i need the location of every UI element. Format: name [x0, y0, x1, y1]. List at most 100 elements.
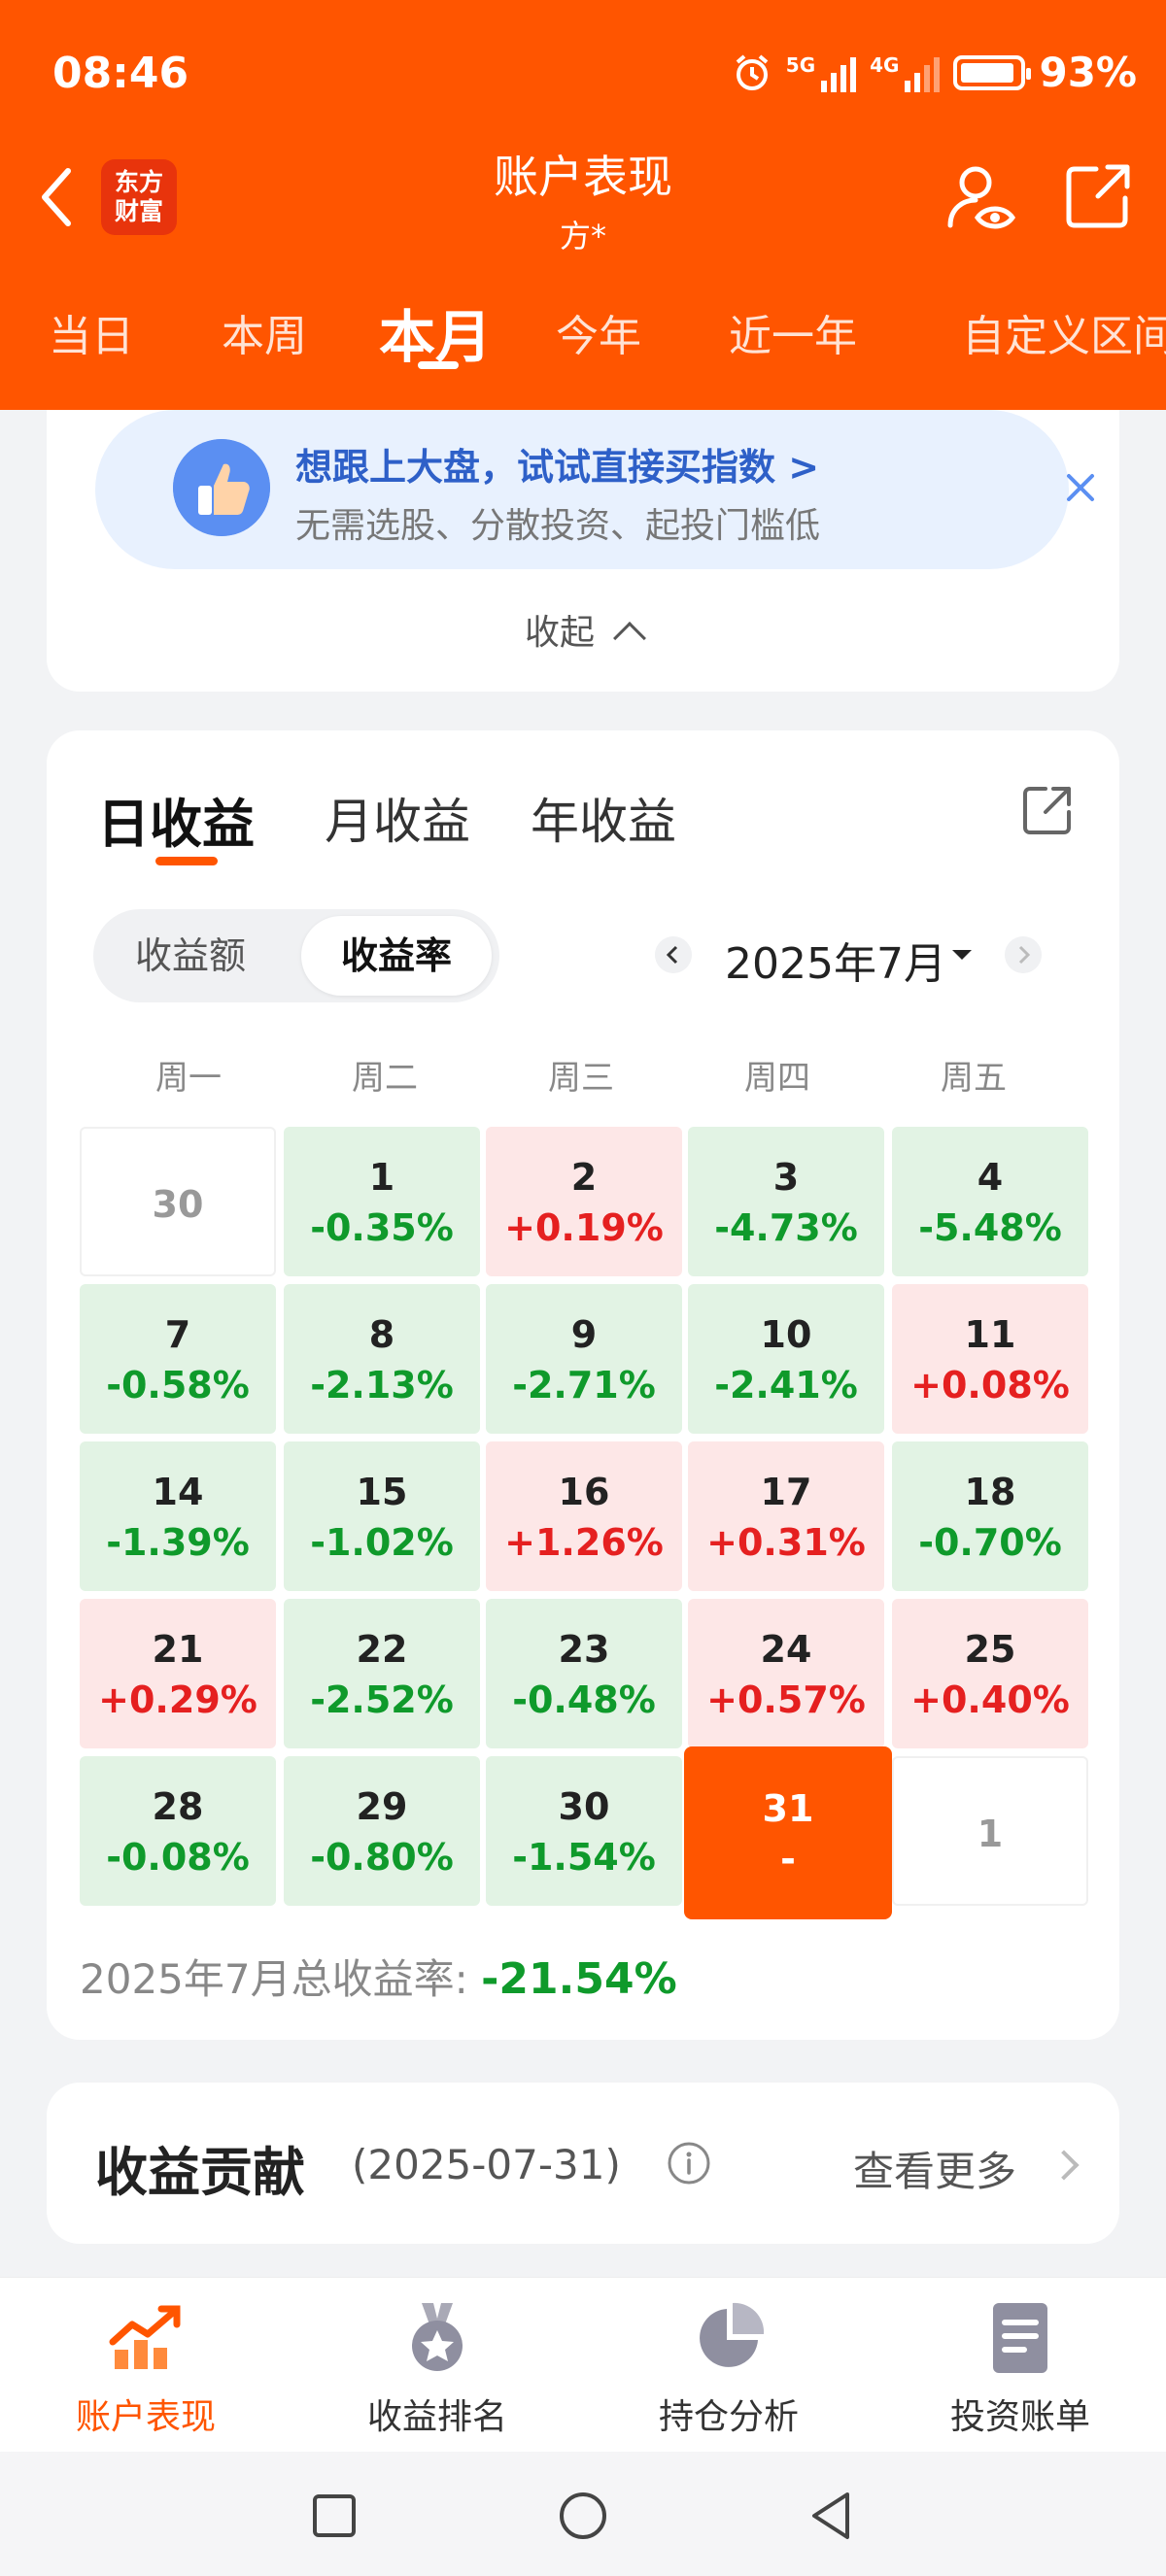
bill-icon	[993, 2303, 1047, 2373]
promo-card: 想跟上大盘，试试直接买指数 > 无需选股、分散投资、起投门槛低 收起	[47, 410, 1119, 692]
view-more-link[interactable]: 查看更多	[853, 2148, 1017, 2195]
recents-button[interactable]	[307, 2489, 361, 2543]
day-return-rate: -2.52%	[310, 1678, 454, 1721]
calendar-day-today[interactable]: 31 -	[684, 1746, 892, 1919]
pie-chart-icon	[700, 2302, 765, 2367]
day-return-rate: -5.48%	[918, 1206, 1062, 1249]
system-back-button[interactable]	[805, 2489, 859, 2543]
calendar-day[interactable]: 17 +0.31%	[688, 1441, 884, 1591]
calendar-day[interactable]: 30 -1.54%	[486, 1756, 682, 1906]
tab-yearly-returns[interactable]: 年收益	[531, 794, 676, 850]
calendar-day[interactable]: 16 +1.26%	[486, 1441, 682, 1591]
day-number: 21	[152, 1628, 204, 1671]
monthly-total-return: 2025年7月总收益率: -21.54%	[80, 1947, 677, 2006]
tab-this-week[interactable]: 本周	[222, 312, 307, 361]
contribution-title: 收益贡献	[95, 2142, 305, 2203]
nav-label: 投资账单	[949, 2397, 1090, 2437]
chevron-right-icon	[1048, 2150, 1080, 2181]
home-button[interactable]	[556, 2489, 610, 2543]
calendar-day[interactable]: 11 +0.08%	[892, 1284, 1088, 1434]
calendar-day: 30	[80, 1127, 276, 1276]
day-number: 30	[558, 1785, 610, 1828]
day-number: 18	[964, 1471, 1016, 1513]
info-icon[interactable]	[667, 2141, 711, 2186]
tab-last-year[interactable]: 近一年	[729, 312, 857, 361]
calendar-day[interactable]: 8 -2.13%	[284, 1284, 480, 1434]
day-return-rate: +0.40%	[910, 1678, 1070, 1721]
app-header: 08:46 5G 4G 93% 东方 财富 账户表现 方*	[0, 0, 1166, 410]
calendar-day[interactable]: 3 -4.73%	[688, 1127, 884, 1276]
day-number: 29	[356, 1785, 408, 1828]
day-number: 30	[152, 1183, 204, 1226]
nav-holdings-analysis[interactable]: 持仓分析	[583, 2299, 874, 2439]
tab-monthly-returns[interactable]: 月收益	[325, 794, 470, 850]
period-tabs: 当日 本周 本月 今年 近一年 自定义区间	[0, 291, 1166, 379]
promo-title: 想跟上大盘，试试直接买指数 >	[295, 446, 820, 489]
calendar-day[interactable]: 1 -0.35%	[284, 1127, 480, 1276]
day-return-rate: -1.39%	[106, 1521, 250, 1564]
close-icon[interactable]	[1063, 470, 1098, 505]
calendar-day[interactable]: 10 -2.41%	[688, 1284, 884, 1434]
share-icon[interactable]	[1061, 159, 1135, 233]
calendar-day[interactable]: 7 -0.58%	[80, 1284, 276, 1434]
medal-icon	[412, 2303, 463, 2371]
day-return-rate: +0.08%	[910, 1364, 1070, 1407]
total-value: -21.54%	[481, 1954, 677, 2004]
day-number: 8	[368, 1313, 395, 1356]
tab-this-month[interactable]: 本月	[379, 304, 493, 370]
trend-chart-icon	[109, 2305, 181, 2369]
calendar-day[interactable]: 23 -0.48%	[486, 1599, 682, 1748]
profile-privacy-icon[interactable]	[944, 161, 1018, 235]
month-selector[interactable]: 2025年7月	[725, 939, 946, 989]
caret-down-icon	[952, 950, 972, 960]
calendar-day: 1	[892, 1756, 1088, 1906]
day-return-rate: -1.54%	[512, 1836, 656, 1879]
calendar-day[interactable]: 22 -2.52%	[284, 1599, 480, 1748]
tab-custom-range[interactable]: 自定义区间	[962, 312, 1166, 361]
tab-this-year[interactable]: 今年	[556, 312, 641, 361]
day-number: 9	[570, 1313, 598, 1356]
calendar-day[interactable]: 29 -0.80%	[284, 1756, 480, 1906]
toggle-return-amount[interactable]: 收益额	[134, 934, 246, 977]
day-return-rate: -0.08%	[106, 1836, 250, 1879]
calendar-day[interactable]: 14 -1.39%	[80, 1441, 276, 1591]
calendar-day[interactable]: 2 +0.19%	[486, 1127, 682, 1276]
alarm-icon	[736, 53, 769, 90]
calendar-day[interactable]: 18 -0.70%	[892, 1441, 1088, 1591]
day-return-rate: -0.80%	[310, 1836, 454, 1879]
calendar-day[interactable]: 25 +0.40%	[892, 1599, 1088, 1748]
nav-label: 账户表现	[75, 2397, 216, 2437]
calendar-day[interactable]: 24 +0.57%	[688, 1599, 884, 1748]
app-logo: 东方 财富	[101, 159, 177, 235]
day-return-rate: -0.35%	[310, 1206, 454, 1249]
day-number: 17	[760, 1471, 812, 1513]
day-return-rate: -	[780, 1838, 796, 1881]
returns-tab-indicator	[155, 857, 218, 865]
calendar-day[interactable]: 28 -0.08%	[80, 1756, 276, 1906]
export-icon[interactable]	[1020, 783, 1075, 837]
thumbs-up-icon	[173, 439, 270, 536]
nav-return-ranking[interactable]: 收益排名	[292, 2299, 583, 2439]
day-return-rate: -2.41%	[714, 1364, 858, 1407]
day-return-rate: -4.73%	[714, 1206, 858, 1249]
promo-banner[interactable]: 想跟上大盘，试试直接买指数 > 无需选股、分散投资、起投门槛低	[95, 410, 1094, 569]
collapse-button[interactable]: 收起	[47, 604, 1119, 655]
back-arrow-icon[interactable]	[35, 163, 78, 231]
weekday-mon: 周一	[155, 1059, 222, 1098]
nav-investment-bill[interactable]: 投资账单	[874, 2299, 1166, 2439]
page-title: 账户表现	[494, 151, 672, 203]
day-return-rate: -0.70%	[918, 1521, 1062, 1564]
nav-account-performance[interactable]: 账户表现	[0, 2299, 292, 2439]
calendar-day[interactable]: 9 -2.71%	[486, 1284, 682, 1434]
status-icons: 5G 4G 93%	[732, 49, 1137, 96]
calendar-day[interactable]: 4 -5.48%	[892, 1127, 1088, 1276]
toggle-return-rate[interactable]: 收益率	[301, 916, 492, 996]
signal-4g-icon: 4G	[870, 53, 941, 92]
day-number: 14	[152, 1471, 204, 1513]
calendar-day[interactable]: 15 -1.02%	[284, 1441, 480, 1591]
next-month-button[interactable]	[1005, 936, 1042, 973]
prev-month-button[interactable]	[655, 936, 692, 973]
tab-daily-returns[interactable]: 日收益	[97, 794, 255, 855]
tab-today[interactable]: 当日	[49, 312, 134, 361]
calendar-day[interactable]: 21 +0.29%	[80, 1599, 276, 1748]
